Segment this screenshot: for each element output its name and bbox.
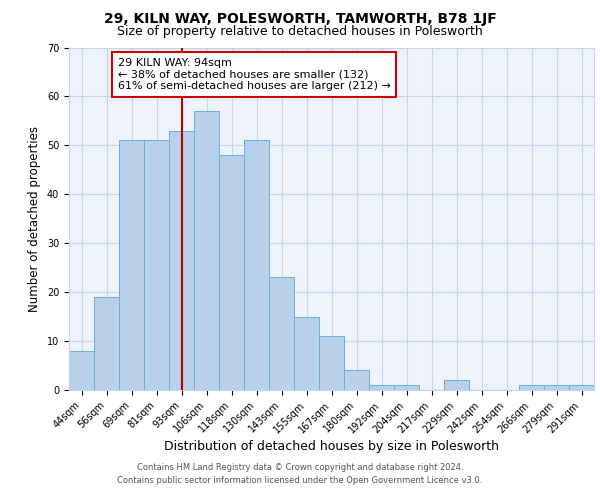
Bar	[144, 140, 169, 390]
X-axis label: Distribution of detached houses by size in Polesworth: Distribution of detached houses by size …	[164, 440, 499, 453]
Bar	[219, 155, 244, 390]
Bar	[119, 140, 144, 390]
Y-axis label: Number of detached properties: Number of detached properties	[28, 126, 41, 312]
Bar	[244, 140, 269, 390]
Bar	[369, 385, 394, 390]
Bar	[94, 297, 119, 390]
Bar	[394, 385, 419, 390]
Bar	[569, 385, 594, 390]
Bar	[519, 385, 544, 390]
Text: Contains public sector information licensed under the Open Government Licence v3: Contains public sector information licen…	[118, 476, 482, 485]
Text: 29, KILN WAY, POLESWORTH, TAMWORTH, B78 1JF: 29, KILN WAY, POLESWORTH, TAMWORTH, B78 …	[104, 12, 496, 26]
Text: Contains HM Land Registry data © Crown copyright and database right 2024.: Contains HM Land Registry data © Crown c…	[137, 462, 463, 471]
Bar	[344, 370, 369, 390]
Bar	[294, 316, 319, 390]
Bar	[194, 111, 219, 390]
Text: Size of property relative to detached houses in Polesworth: Size of property relative to detached ho…	[117, 25, 483, 38]
Bar	[69, 351, 94, 390]
Bar	[544, 385, 569, 390]
Bar	[269, 278, 294, 390]
Text: 29 KILN WAY: 94sqm
← 38% of detached houses are smaller (132)
61% of semi-detach: 29 KILN WAY: 94sqm ← 38% of detached hou…	[118, 58, 391, 91]
Bar	[169, 130, 194, 390]
Bar	[319, 336, 344, 390]
Bar	[444, 380, 469, 390]
